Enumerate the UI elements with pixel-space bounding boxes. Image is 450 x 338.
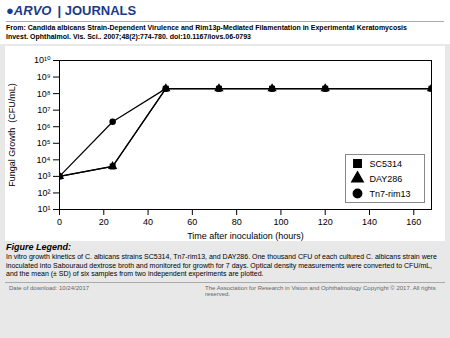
html-text:SC5314: SC5314 [369,158,402,169]
svg-text:10¹: 10¹ [37,204,50,214]
svg-text:140: 140 [362,217,377,227]
svg-text:10⁴: 10⁴ [37,155,51,165]
html-text:In vitro growth kinetics of C.: In vitro growth kinetics of C. albicans … [6,253,437,277]
svg-text:40: 40 [143,217,153,227]
svg-text:160: 160 [406,217,421,227]
svg-text:Time after inoculation (hours): Time after inoculation (hours) [187,231,304,241]
html-text:DAY286: DAY286 [369,173,403,184]
svg-text:80: 80 [232,217,242,227]
svg-text:10²: 10² [37,188,50,198]
svg-text:120: 120 [318,217,333,227]
html-text:Invest. Ophthalmol. Vis. Sci..: Invest. Ophthalmol. Vis. Sci.. 2007;48(2… [6,32,251,40]
svg-text:10⁶: 10⁶ [37,122,51,132]
svg-text:Fungal Growth (CFU/mL): Fungal Growth (CFU/mL) [7,83,17,187]
html-text:From: Candida albicans Strain-: From: Candida albicans Strain-Dependent … [6,24,407,31]
html-text:Tn7-rim13: Tn7-rim13 [369,188,411,199]
svg-text:10⁹: 10⁹ [37,72,51,82]
svg-text:10⁷: 10⁷ [37,105,50,115]
html-text:The Association for Research i: The Association for Research in Vision a… [205,284,436,297]
html-text:●ARVO | JOURNALS: ●ARVO | JOURNALS [6,3,137,18]
svg-text:10³: 10³ [37,171,50,181]
svg-text:100: 100 [273,217,288,227]
svg-text:60: 60 [187,217,197,227]
svg-text:10⁸: 10⁸ [37,88,51,98]
svg-text:10⁵: 10⁵ [37,138,51,148]
svg-text:0: 0 [57,217,62,227]
html-text:Date of download: 10/24/2017: Date of download: 10/24/2017 [9,284,90,291]
svg-text:10¹⁰: 10¹⁰ [34,55,51,65]
svg-text:20: 20 [99,217,109,227]
html-text:Figure Legend:: Figure Legend: [6,242,71,252]
